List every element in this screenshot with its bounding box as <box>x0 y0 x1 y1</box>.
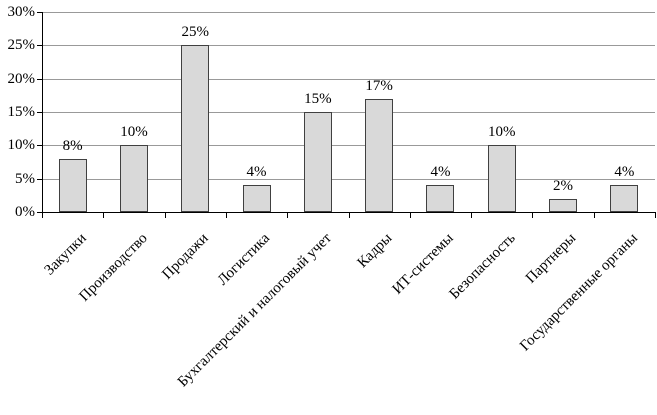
x-tick <box>593 213 595 218</box>
x-tick <box>532 213 534 218</box>
bar <box>610 185 639 212</box>
y-tick <box>37 112 42 113</box>
y-tick <box>37 178 42 180</box>
bar <box>119 145 148 212</box>
x-tick <box>42 213 43 218</box>
bar-value-label: 4% <box>430 164 451 181</box>
category-label: Безопасность <box>446 230 519 303</box>
x-tick <box>655 213 656 218</box>
category-label: Государственные органы <box>516 230 641 355</box>
gridline <box>42 45 655 47</box>
gridline <box>42 145 655 147</box>
y-tick <box>37 12 42 13</box>
bar-value-label: 15% <box>304 91 332 107</box>
x-tick <box>471 213 473 218</box>
gridline <box>42 12 655 13</box>
bar-value-label: 10% <box>488 124 516 141</box>
bar <box>303 112 332 212</box>
x-tick <box>348 213 350 218</box>
category-label: ИТ-системы <box>389 230 458 298</box>
category-label: Логистика <box>214 230 274 289</box>
bar <box>365 98 394 212</box>
y-tick-label: 10% <box>7 137 36 154</box>
bar-value-label: 17% <box>365 77 393 94</box>
y-tick-label: 25% <box>7 37 36 54</box>
y-tick-label: 5% <box>15 170 35 187</box>
y-tick-label: 15% <box>7 104 36 120</box>
bar-value-label: 4% <box>246 164 267 181</box>
y-tick-label: 0% <box>15 204 35 220</box>
bar <box>426 185 455 212</box>
y-tick-label: 30% <box>7 4 36 20</box>
gridline <box>42 78 655 80</box>
y-axis-line <box>42 12 43 213</box>
bar-value-label: 2% <box>553 177 574 194</box>
bar <box>549 198 578 212</box>
bar-value-label: 8% <box>62 137 83 154</box>
bar <box>181 45 210 212</box>
bar-value-label: 4% <box>614 164 635 181</box>
x-tick <box>164 213 166 218</box>
category-label: Кадры <box>354 230 396 272</box>
y-tick <box>37 145 42 147</box>
x-tick <box>103 213 105 218</box>
bar-value-label: 10% <box>120 124 148 141</box>
gridline <box>42 112 655 113</box>
category-label: Продажи <box>159 230 212 283</box>
y-tick <box>37 212 42 213</box>
y-tick <box>37 78 42 80</box>
bar <box>487 145 516 212</box>
x-tick <box>225 213 227 218</box>
x-tick <box>287 213 289 218</box>
gridline <box>42 178 655 180</box>
x-tick <box>409 213 411 218</box>
y-tick <box>37 45 42 47</box>
bar <box>242 185 271 212</box>
y-tick-label: 20% <box>7 70 36 87</box>
x-axis-line <box>42 212 656 213</box>
bar <box>58 158 87 212</box>
category-label: Закупки <box>41 230 90 279</box>
bar-value-label: 25% <box>181 24 210 41</box>
category-label: Партнеры <box>523 230 580 287</box>
